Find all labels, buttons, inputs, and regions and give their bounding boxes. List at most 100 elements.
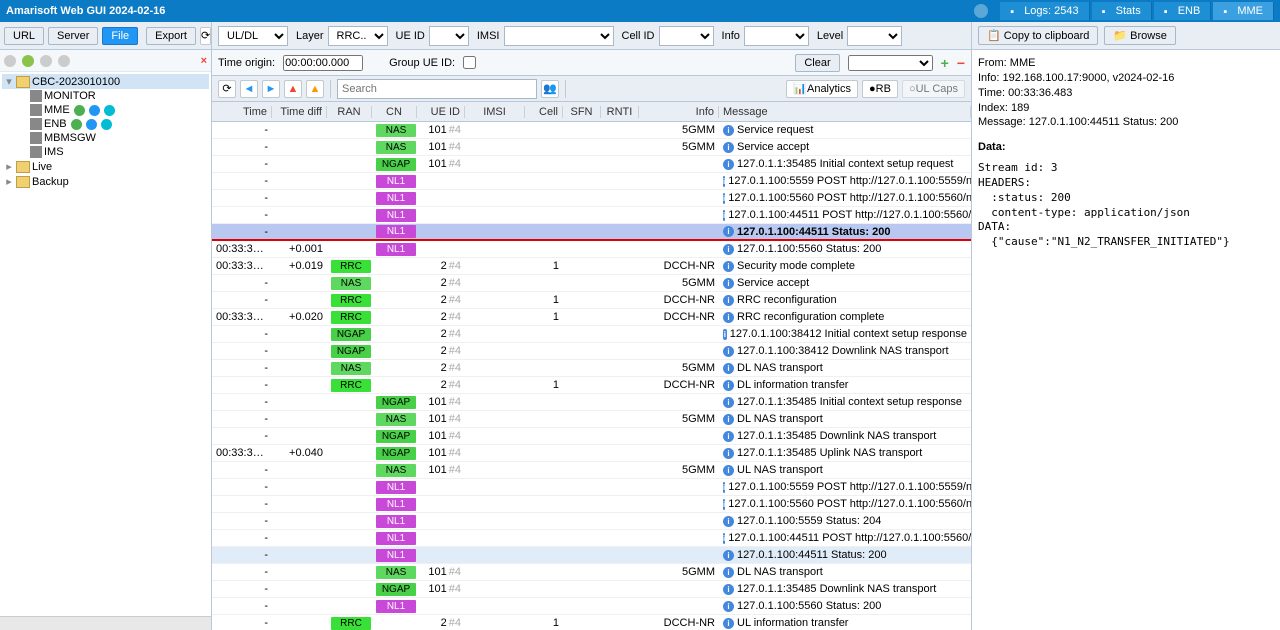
log-row[interactable]: -NAS101#45GMMiDL NAS transport [212, 564, 971, 581]
log-grid: TimeTime diffRANCNUE IDIMSICellSFNRNTIIn… [212, 102, 971, 630]
log-row[interactable]: -NL1i127.0.1.100:5559 POST http://127.0.… [212, 479, 971, 496]
server-button[interactable]: Server [48, 27, 98, 45]
tree-item[interactable]: MBMSGW [2, 131, 209, 145]
hscroll[interactable] [0, 616, 211, 630]
log-row[interactable]: 00:33:36.563+0.040NGAP101#4i127.0.1.1:35… [212, 445, 971, 462]
status-badge [71, 119, 82, 130]
info-icon: i [723, 465, 734, 476]
col-message[interactable]: Message [719, 106, 971, 118]
tab-logs[interactable]: ▪Logs: 2543 [1000, 2, 1089, 20]
col-cn[interactable]: CN [372, 106, 417, 118]
log-row[interactable]: -NGAP101#4i127.0.1.1:35485 Downlink NAS … [212, 581, 971, 598]
error-icon[interactable]: ▲ [284, 80, 302, 98]
log-row[interactable]: -NGAP101#4i127.0.1.1:35485 Initial conte… [212, 156, 971, 173]
tree-item[interactable]: ENB [2, 117, 209, 131]
log-row[interactable]: -NL1i127.0.1.100:5560 POST http://127.0.… [212, 496, 971, 513]
tree-item[interactable]: IMS [2, 145, 209, 159]
browse-button[interactable]: 📁 Browse [1104, 26, 1175, 45]
uldl-select[interactable]: UL/DL [218, 26, 288, 46]
detail-panel: 📋 Copy to clipboard 📁 Browse From: MME I… [972, 22, 1280, 630]
log-row[interactable]: -NAS101#45GMMiService request [212, 122, 971, 139]
col-sfn[interactable]: SFN [563, 106, 601, 118]
file-button[interactable]: File [102, 27, 138, 45]
info-icon: i [723, 226, 734, 237]
log-row[interactable]: -NGAP2#4i127.0.1.100:38412 Downlink NAS … [212, 343, 971, 360]
dot-green-icon[interactable] [22, 55, 34, 67]
tree-item[interactable]: MONITOR [2, 89, 209, 103]
ulcaps-button[interactable]: ○ UL Caps [902, 80, 965, 98]
log-row[interactable]: -RRC2#41DCCH-NRiDL information transfer [212, 377, 971, 394]
level-select[interactable] [847, 26, 902, 46]
reload-icon[interactable]: ⟳ [218, 80, 236, 98]
rb-button[interactable]: ● RB [862, 80, 898, 98]
dot3-icon[interactable] [58, 55, 70, 67]
log-row[interactable]: -NAS101#45GMMiUL NAS transport [212, 462, 971, 479]
tree-item[interactable]: MME [2, 103, 209, 117]
col-ue-id[interactable]: UE ID [417, 106, 465, 118]
log-row[interactable]: -RRC2#41DCCH-NRiRRC reconfiguration [212, 292, 971, 309]
prev-icon[interactable]: ◄ [240, 80, 258, 98]
log-row[interactable]: -NAS2#45GMMiService accept [212, 275, 971, 292]
log-row[interactable]: -NAS2#45GMMiDL NAS transport [212, 360, 971, 377]
add-icon[interactable]: + [941, 55, 949, 71]
group-ueid-checkbox[interactable] [463, 56, 476, 69]
tree-item[interactable]: ▸ Live [2, 159, 209, 174]
layer-select[interactable]: RRC... [328, 26, 388, 46]
close-icon[interactable]: × [201, 55, 207, 67]
export-button[interactable]: Export [146, 27, 196, 45]
log-row[interactable]: -NL1i127.0.1.100:5559 Status: 204 [212, 513, 971, 530]
log-row[interactable]: 00:33:36.503+0.019RRC2#41DCCH-NRiSecurit… [212, 258, 971, 275]
tree: ▾ CBC-2023010100 MONITOR MME ENB MBMSGW … [0, 72, 211, 616]
log-row[interactable]: -NGAP101#4i127.0.1.1:35485 Downlink NAS … [212, 428, 971, 445]
dot-icon[interactable] [4, 55, 16, 67]
log-row[interactable]: 00:33:36.484+0.001NL1i127.0.1.100:5560 S… [212, 241, 971, 258]
col-time[interactable]: Time [212, 106, 272, 118]
time-origin-input[interactable] [283, 55, 363, 71]
dot2-icon[interactable] [40, 55, 52, 67]
log-row[interactable]: -NL1i127.0.1.100:5560 Status: 200 [212, 598, 971, 615]
col-ran[interactable]: RAN [327, 106, 372, 118]
search-input[interactable] [337, 79, 537, 99]
cellid-select[interactable] [659, 26, 714, 46]
tree-item[interactable]: ▸ Backup [2, 174, 209, 189]
log-row[interactable]: -NL1i127.0.1.100:5559 POST http://127.0.… [212, 173, 971, 190]
analytics-button[interactable]: 📊 Analytics [786, 80, 858, 98]
log-row[interactable]: -NL1i127.0.1.100:44511 POST http://127.0… [212, 530, 971, 547]
next-icon[interactable]: ► [262, 80, 280, 98]
log-row[interactable]: 00:33:36.523+0.020RRC2#41DCCH-NRiRRC rec… [212, 309, 971, 326]
log-row[interactable]: -NL1i127.0.1.100:44511 Status: 200 [212, 224, 971, 241]
collapse-left-icon[interactable] [974, 4, 988, 18]
col-cell[interactable]: Cell [525, 106, 563, 118]
copy-button[interactable]: 📋 Copy to clipboard [978, 26, 1098, 45]
tab-stats[interactable]: ▪Stats [1092, 2, 1152, 20]
url-button[interactable]: URL [4, 27, 44, 45]
imsi-select[interactable] [504, 26, 614, 46]
tree-root[interactable]: ▾ CBC-2023010100 [2, 74, 209, 89]
tab-mme[interactable]: ▪MME [1213, 2, 1274, 20]
index-label: Index: [978, 102, 1008, 114]
refresh-icon[interactable]: ⟳ [200, 27, 211, 45]
log-row[interactable]: -NAS101#45GMMiDL NAS transport [212, 411, 971, 428]
clear-button[interactable]: Clear [795, 54, 839, 72]
col-info[interactable]: Info [639, 106, 719, 118]
log-row[interactable]: -NGAP101#4i127.0.1.1:35485 Initial conte… [212, 394, 971, 411]
col-imsi[interactable]: IMSI [465, 106, 525, 118]
log-row[interactable]: -NL1i127.0.1.100:44511 POST http://127.0… [212, 207, 971, 224]
info-icon: i [723, 363, 734, 374]
preset-select[interactable] [848, 55, 933, 71]
log-row[interactable]: -NAS101#45GMMiService accept [212, 139, 971, 156]
col-rnti[interactable]: RNTI [601, 106, 639, 118]
log-row[interactable]: -NL1i127.0.1.100:5560 POST http://127.0.… [212, 190, 971, 207]
remove-icon[interactable]: − [957, 55, 965, 71]
warn-icon[interactable]: ▲ [306, 80, 324, 98]
log-row[interactable]: -NGAP2#4i127.0.1.100:38412 Initial conte… [212, 326, 971, 343]
info-select[interactable] [744, 26, 809, 46]
ueid-select[interactable] [429, 26, 469, 46]
log-row[interactable]: -NL1i127.0.1.100:44511 Status: 200 [212, 547, 971, 564]
layer-label: Layer [296, 30, 324, 42]
col-time-diff[interactable]: Time diff [272, 106, 327, 118]
info-icon: i [723, 176, 725, 187]
log-row[interactable]: -RRC2#41DCCH-NRiUL information transfer [212, 615, 971, 630]
tab-enb[interactable]: ▪ENB [1154, 2, 1212, 20]
find-icon[interactable]: 👥 [541, 80, 559, 98]
